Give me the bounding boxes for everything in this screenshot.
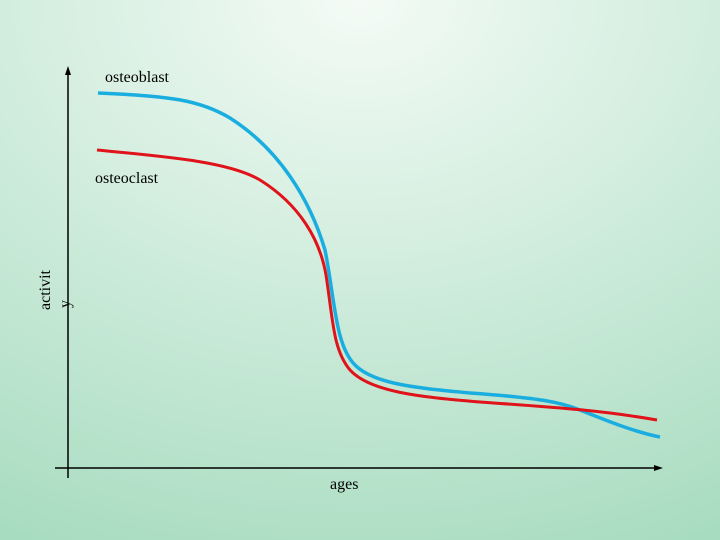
y-axis-arrow <box>65 66 71 75</box>
y-axis-label-end: y <box>57 300 74 308</box>
x-axis-arrow <box>654 465 663 471</box>
x-axis-label: ages <box>330 476 358 493</box>
osteoclast-curve <box>96 148 658 422</box>
osteoclast-label: osteoclast <box>95 170 159 187</box>
y-axis-label: activit <box>37 269 54 310</box>
osteoblast-label: osteoblast <box>105 69 170 86</box>
